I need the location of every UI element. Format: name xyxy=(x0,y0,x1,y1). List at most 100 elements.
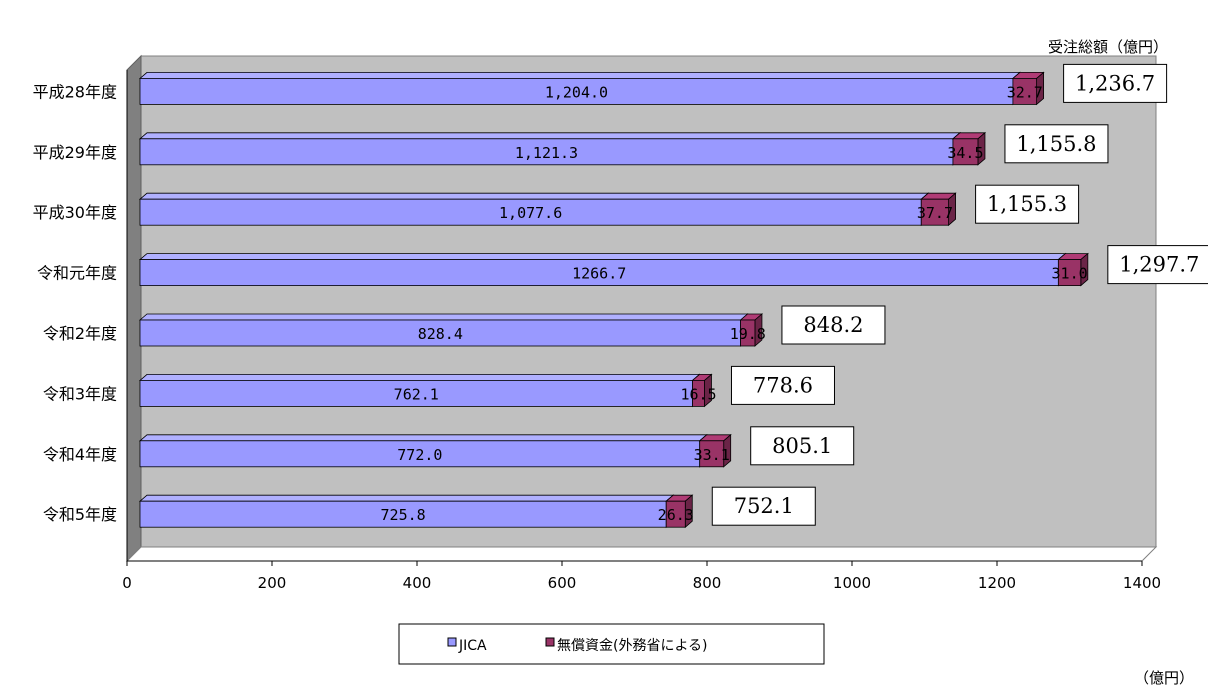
unit-label-top: 受注総額（億円） xyxy=(1048,38,1168,56)
bar-grant-front xyxy=(699,440,725,468)
value-label-jica: 1,077.6 xyxy=(499,204,562,222)
bar-jica-front xyxy=(139,198,922,226)
value-label-jica: 762.1 xyxy=(394,385,439,403)
bar-jica xyxy=(138,131,962,166)
bar-jica xyxy=(138,494,675,529)
value-label-jica: 772.0 xyxy=(397,446,442,464)
category-label: 平成30年度 xyxy=(33,203,117,222)
x-tick-label: 800 xyxy=(693,574,722,592)
bar-grant xyxy=(920,192,957,227)
bar-grant-front xyxy=(1012,78,1038,105)
value-label-grant: 16.5 xyxy=(680,385,716,403)
bar-grant-front xyxy=(665,500,686,528)
x-tick-label: 400 xyxy=(403,574,432,592)
total-label: 778.6 xyxy=(753,373,813,397)
legend-box xyxy=(398,623,825,665)
bar-jica-front xyxy=(139,379,693,407)
bar-grant xyxy=(739,313,764,347)
legend-label-grant: 無償資金(外務省による) xyxy=(557,638,708,654)
bar-grant xyxy=(1011,71,1045,106)
total-label: 1,236.7 xyxy=(1075,71,1155,95)
category-label: 令和5年度 xyxy=(43,505,117,524)
total-label: 1,297.7 xyxy=(1119,253,1199,277)
legend-swatch-jica xyxy=(447,637,457,647)
total-label: 1,155.8 xyxy=(1016,132,1096,156)
x-tick-label: 1000 xyxy=(833,574,871,592)
bar-jica xyxy=(138,252,1067,287)
bar-grant xyxy=(951,131,987,166)
bar-jica xyxy=(138,313,749,347)
value-label-grant: 34.5 xyxy=(947,144,983,162)
bar-jica-top xyxy=(138,434,708,442)
total-box xyxy=(1004,124,1109,164)
back-wall xyxy=(140,55,1157,548)
bar-jica-top xyxy=(138,313,749,321)
value-label-jica: 828.4 xyxy=(418,325,463,343)
value-label-jica: 1266.7 xyxy=(572,265,626,283)
side-wall xyxy=(126,54,142,563)
bar-grant-front xyxy=(920,198,949,226)
total-label: 752.1 xyxy=(734,494,794,518)
x-axis: 0 200 400 600 800 1000 1200 1400 xyxy=(122,561,1161,592)
category-label: 平成29年度 xyxy=(33,143,117,162)
bar-jica-front xyxy=(139,259,1059,287)
total-label: 848.2 xyxy=(803,313,863,337)
category-label: 令和4年度 xyxy=(43,445,117,464)
x-tick-label: 0 xyxy=(122,574,132,592)
bar-jica-top xyxy=(138,72,1021,79)
bar-jica xyxy=(138,373,701,408)
category-label: 令和3年度 xyxy=(43,384,117,403)
category-label: 平成28年度 xyxy=(33,82,117,101)
bar-grant-front xyxy=(692,379,705,407)
total-label: 805.1 xyxy=(772,434,832,458)
value-label-jica: 725.8 xyxy=(381,506,426,524)
bar-jica-top xyxy=(138,253,1067,261)
category-label: 令和元年度 xyxy=(37,264,117,283)
category-labels: 平成28年度平成29年度平成30年度令和元年度令和2年度令和3年度令和4年度令和… xyxy=(33,82,117,524)
value-label-jica: 1,204.0 xyxy=(545,83,608,101)
bar-jica-front xyxy=(139,500,667,528)
total-labels: 1,236.7 1,155.8 1,155.3 1,297.7 848.2 778.6 80… xyxy=(711,63,1208,526)
bar-grant xyxy=(1057,252,1089,287)
value-label-grant: 33.1 xyxy=(694,446,730,464)
bar-jica-top xyxy=(138,373,701,381)
bar-jica-front xyxy=(139,138,954,166)
x-tick-label: 200 xyxy=(258,574,287,592)
total-box xyxy=(730,365,835,405)
bars-group: 1,204.0 32.7 1,121.3 34.5 1,077.6 37.7 1266.7 3… xyxy=(138,71,1089,529)
value-label-grant: 37.7 xyxy=(917,204,953,222)
x-tick-label: 600 xyxy=(548,574,577,592)
bar-grant-front xyxy=(740,319,756,347)
total-box xyxy=(711,486,816,526)
value-label-grant: 31.0 xyxy=(1052,265,1088,283)
total-box xyxy=(1107,245,1208,285)
legend-swatch-grant xyxy=(545,637,555,647)
bar-jica-front xyxy=(139,78,1014,105)
bar-grant xyxy=(698,433,732,468)
floor xyxy=(125,546,1158,562)
value-label-grant: 32.7 xyxy=(1007,83,1043,101)
value-label-grant: 26.3 xyxy=(658,506,694,524)
total-box xyxy=(781,305,886,345)
legend: JICA 無償資金(外務省による) xyxy=(398,623,825,665)
bar-jica-top xyxy=(138,494,675,502)
total-box xyxy=(1063,63,1168,103)
total-label: 1,155.3 xyxy=(987,192,1067,216)
bar-grant-front xyxy=(1057,259,1082,287)
bar-grant xyxy=(691,373,713,408)
bar-jica xyxy=(138,192,930,227)
category-label: 令和2年度 xyxy=(43,324,117,343)
bar-grant xyxy=(665,494,694,529)
chart-walls xyxy=(125,54,1158,563)
bar-jica-front xyxy=(139,440,701,468)
total-box xyxy=(750,426,855,466)
legend-label-jica: JICA xyxy=(458,638,487,654)
bar-grant-front xyxy=(952,138,979,166)
bar-jica-top xyxy=(138,192,930,200)
bar-jica-top xyxy=(138,132,962,140)
bar-jica xyxy=(138,433,708,468)
x-tick-label: 1200 xyxy=(978,574,1016,592)
x-tick-label: 1400 xyxy=(1123,574,1161,592)
total-box xyxy=(975,184,1080,224)
